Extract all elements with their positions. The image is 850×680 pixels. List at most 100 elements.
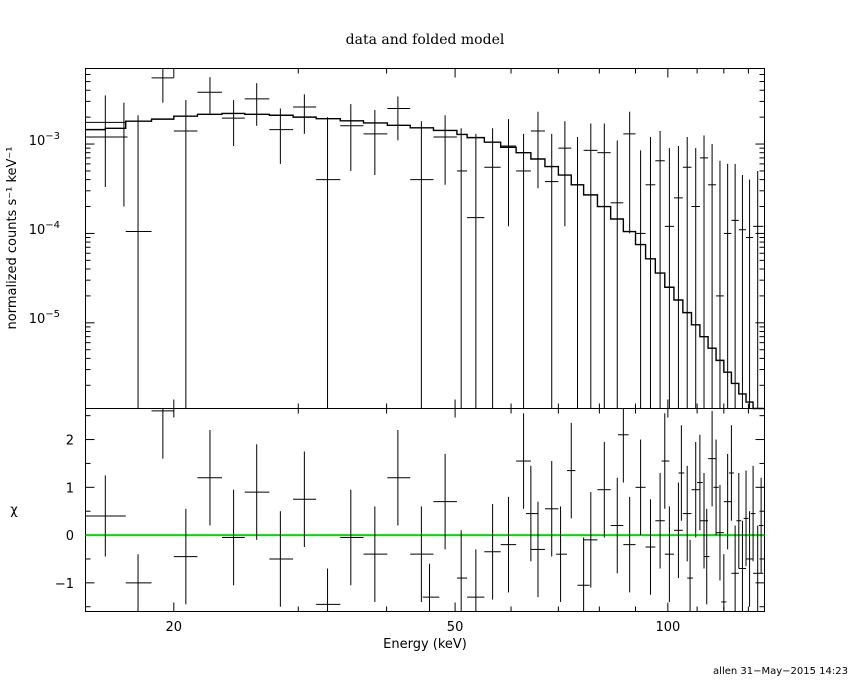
top-y-tick-label-2: 10−4 [29,220,60,238]
residual-point [721,554,727,612]
residual-point [697,434,703,531]
residual-point [673,482,683,579]
data-point [655,130,665,409]
data-point [530,111,545,189]
data-point [269,108,294,164]
data-point [738,175,747,409]
residual-point [85,475,126,557]
x-tick-label: 50 [447,620,464,635]
residual-point [567,422,576,519]
residual-point [723,453,732,550]
top-panel-frame [85,68,765,409]
residual-point [753,525,764,612]
bottom-y-axis-label: χ [10,503,18,518]
data-point [716,160,724,409]
residual-point [731,525,739,612]
residual-point [687,539,693,612]
residual-point [544,461,559,557]
residual-point [433,453,457,550]
residual-point [340,489,364,586]
residual-point [363,506,388,602]
data-point [610,140,624,409]
data-point [664,148,674,409]
residual-point [484,504,501,600]
data-point [558,121,572,227]
data-point [691,148,700,409]
residual-point [736,472,742,569]
data-point [723,163,732,409]
residual-point [738,520,747,612]
data-points [85,68,764,409]
data-point [316,117,341,409]
residual-point [597,441,611,538]
residual-point [530,501,545,598]
residual-point [743,470,749,567]
data-point [746,179,754,409]
data-point [645,136,656,409]
data-point [125,115,152,409]
data-point [222,100,245,147]
residual-point [661,413,670,509]
residual-point [556,506,568,602]
top-panel: 10−3 10−4 10−5 normalized counts s⁻¹ keV… [5,68,765,410]
data-point [456,128,468,409]
bottom-panel-ticks [85,408,765,612]
residual-point [151,408,174,459]
bottom-panel-frame [85,408,765,612]
data-point [699,135,709,409]
y-tick-label: 1 [66,481,74,496]
residual-point [708,410,717,507]
top-y-axis-label: normalized counts s⁻¹ keV⁻¹ [5,147,20,330]
residual-point [617,408,629,483]
footer-stamp: allen 31−May−2015 14:23 [713,666,848,677]
residual-point [577,537,590,612]
x-axis-label: Energy (keV) [383,637,467,652]
data-point [363,110,388,176]
data-point [340,104,364,171]
top-y-tick-label-3: 10−5 [29,309,60,327]
residual-point [387,429,411,526]
data-point [484,128,501,409]
y-tick-label: 2 [66,434,74,449]
residual-points [85,408,764,612]
residual-point [583,492,598,588]
data-point [516,133,531,409]
residual-point [410,506,434,602]
svg-text:10−3: 10−3 [29,131,60,149]
residual-point [678,425,685,521]
residual-point [635,439,646,536]
svg-text:10−5: 10−5 [29,309,60,327]
residual-point [691,441,700,538]
data-point [244,83,270,126]
x-tick-labels: 20 50 100 [166,620,681,635]
data-point [197,77,223,114]
data-point [544,133,559,409]
residual-point [750,465,756,562]
residual-point [173,508,198,605]
data-point [85,95,126,188]
data-point [682,136,692,409]
data-point [410,121,434,409]
data-point [151,68,174,103]
data-point [173,100,198,409]
data-point [85,102,128,207]
data-point [467,133,485,409]
residual-point [456,530,468,612]
data-point [571,136,584,409]
residual-point [746,511,754,607]
folded-model-line [85,112,765,410]
svg-text:10−4: 10−4 [29,220,60,238]
data-point [293,94,317,134]
residual-point [645,499,656,595]
residual-point [758,477,764,574]
y-tick-label: 0 [66,529,74,544]
data-point [623,111,636,234]
data-point [731,163,739,409]
residual-point [623,496,636,593]
data-point [708,144,717,409]
top-y-tick-label-1: 10−3 [29,131,60,149]
data-point [635,150,646,409]
residual-point [244,444,270,540]
residual-point [500,496,517,593]
